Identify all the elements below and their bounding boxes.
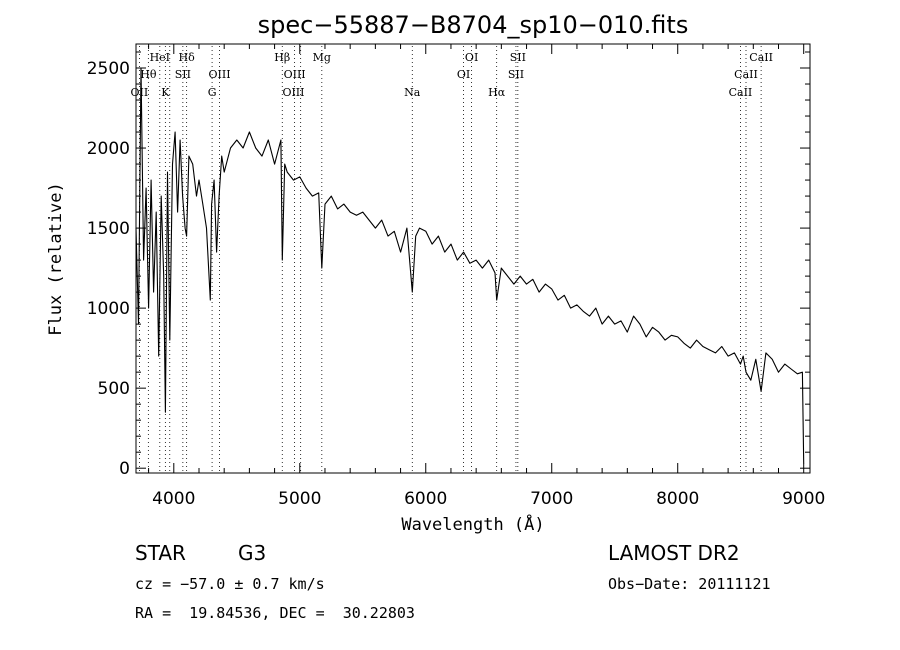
line-label: OI xyxy=(465,51,478,64)
y-axis-label: Flux (relative) xyxy=(46,182,66,336)
line-label: Hβ xyxy=(274,51,290,64)
y-tick-label: 2000 xyxy=(87,139,130,159)
line-label: CaII xyxy=(729,86,753,99)
line-label: Hα xyxy=(488,86,506,99)
spectrum-line xyxy=(135,67,805,464)
chart-title: spec−55887−B8704_sp10−010.fits xyxy=(258,11,689,39)
line-label: OIII xyxy=(208,68,230,81)
x-axis-ticks: 4000 5000 6000 7000 8000 9000 xyxy=(148,44,825,509)
y-tick-label: 500 xyxy=(98,379,130,399)
line-label: Hθ xyxy=(140,68,157,81)
line-label: SII xyxy=(508,68,524,81)
x-tick-label: 8000 xyxy=(656,489,699,509)
coordinates: RA = 19.84536, DEC = 30.22803 xyxy=(135,604,415,622)
line-label: Mg xyxy=(313,51,331,64)
line-label: OIII xyxy=(282,86,304,99)
line-label: K xyxy=(161,86,170,99)
line-label: CaII xyxy=(749,51,773,64)
observation-date: Obs−Date: 20111121 xyxy=(608,575,771,593)
emission-line-markers xyxy=(139,46,762,473)
plot-frame xyxy=(135,43,811,474)
x-axis-label: Wavelength (Å) xyxy=(401,513,544,535)
y-tick-label: 1500 xyxy=(87,219,130,239)
line-label: OI xyxy=(457,68,470,81)
line-label: Na xyxy=(404,86,421,99)
y-tick-label: 0 xyxy=(119,459,130,479)
y-tick-label: 1000 xyxy=(87,299,130,319)
line-label: OII xyxy=(131,86,149,99)
y-axis-ticks: 0 500 1000 1500 2000 2500 xyxy=(87,51,810,479)
line-label: SII xyxy=(510,51,526,64)
line-label: HeI xyxy=(150,51,170,64)
line-label: CaII xyxy=(734,68,758,81)
x-tick-label: 6000 xyxy=(404,489,447,509)
spectrum-series xyxy=(135,67,805,464)
x-tick-label: 9000 xyxy=(782,489,825,509)
object-class: STAR xyxy=(135,541,186,565)
x-tick-label: 7000 xyxy=(530,489,573,509)
line-label: Hδ xyxy=(179,51,196,64)
line-label: OIII xyxy=(284,68,306,81)
y-tick-label: 2500 xyxy=(87,59,130,79)
x-tick-label: 5000 xyxy=(278,489,321,509)
object-subclass: G3 xyxy=(238,541,267,565)
x-tick-label: 4000 xyxy=(152,489,195,509)
line-label: G xyxy=(208,86,217,99)
survey-name: LAMOST DR2 xyxy=(608,541,740,565)
line-label: SII xyxy=(175,68,191,81)
redshift-cz: cz = −57.0 ± 0.7 km/s xyxy=(135,575,325,593)
